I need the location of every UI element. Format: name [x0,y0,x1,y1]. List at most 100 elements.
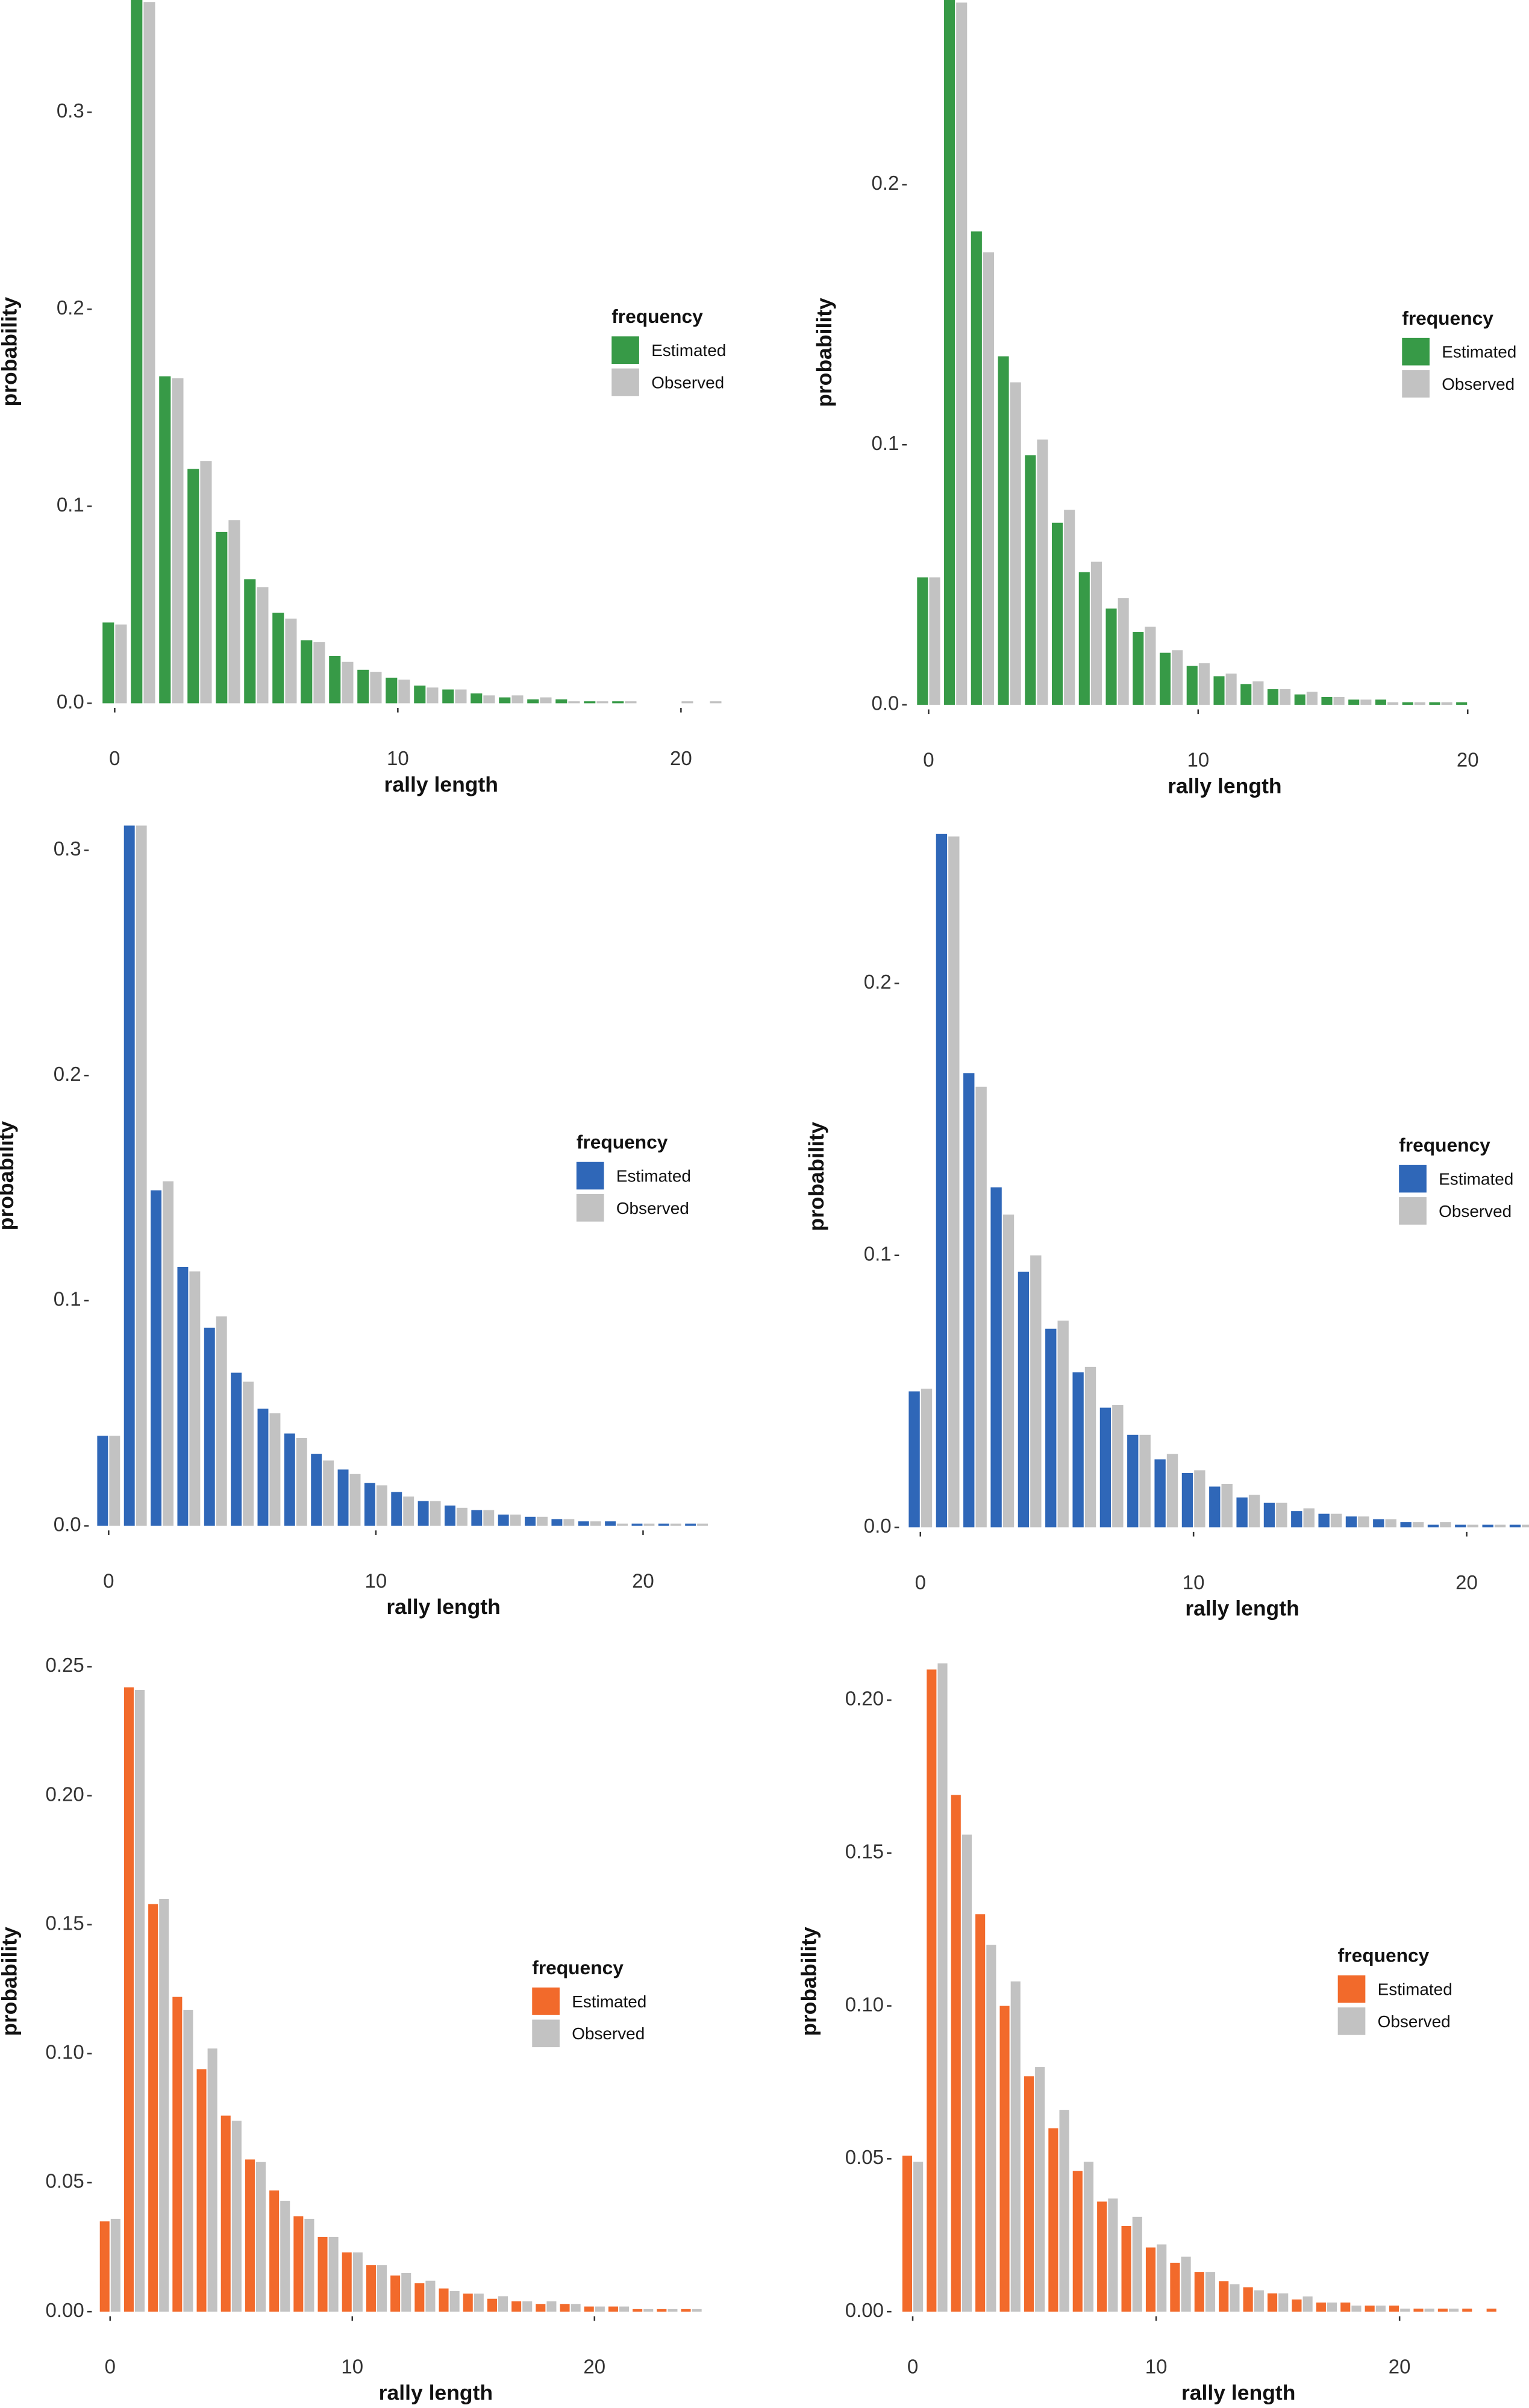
bar [1494,1524,1506,1528]
bar [474,2294,484,2312]
bar [1225,674,1237,705]
bar [102,622,114,704]
bar [417,1501,429,1526]
bar [1306,692,1318,705]
x-tick-label: 0 [907,2356,918,2378]
y-tick-label: 0.0 [54,1513,81,1535]
y-tick-label: 0.00 [45,2299,84,2321]
bar [456,1507,467,1526]
bar [483,695,495,704]
panel: 0.0 0.1 0.2 0 10 20 rally length probability fre… [812,0,1516,798]
bar [1358,1516,1369,1528]
bar [439,2288,449,2312]
y-tick-label: 0.05 [845,2146,884,2168]
bar [1267,2293,1278,2312]
bar [1248,1495,1260,1528]
bar [207,2048,217,2312]
bar [658,1523,669,1526]
y-tick-label: 0.3 [57,99,84,122]
x-tick-label: 10 [1183,1571,1205,1593]
bar [963,1073,975,1528]
bar [1078,572,1090,705]
bar [1427,1524,1439,1528]
legend-label: Estimated [1442,343,1516,361]
y-tick-label: 0.00 [845,2299,884,2321]
bar [1181,1472,1193,1528]
bar [1230,2284,1240,2312]
bar [1413,2309,1424,2312]
x-tick-label: 20 [583,2356,605,2378]
bar [284,1433,295,1526]
bar [1440,1522,1451,1528]
bar [1345,1516,1357,1528]
y-tick-label: 0.1 [54,1288,81,1310]
bar [1402,702,1413,705]
y-tick-label: 0.25 [45,1654,84,1676]
bar [99,2221,110,2312]
legend-label: Observed [1378,2012,1451,2031]
legend-label: Observed [572,2024,645,2043]
bar [685,1523,696,1526]
bar [608,2306,618,2312]
bar [1030,1255,1042,1528]
bar [578,1521,589,1526]
bar [584,701,596,704]
x-axis-label: rally length [1181,2381,1295,2405]
legend-key [1402,370,1430,398]
bar [975,1914,986,2312]
bar [1375,2305,1386,2312]
legend-label: Estimated [1378,1980,1452,1999]
bar [540,697,552,704]
bar [944,0,955,705]
bar [633,2309,643,2312]
legend-title: frequency [1338,1945,1430,1966]
bar [311,1454,322,1526]
legend-label: Estimated [1439,1170,1513,1189]
bar [1213,676,1225,705]
bar [1018,1271,1030,1528]
bar [1243,2287,1253,2312]
bar [511,2301,522,2312]
bar [1302,2296,1313,2312]
bar [391,1492,402,1526]
bar [546,2301,557,2312]
y-tick-label: 0.3 [54,837,81,860]
bar [975,1086,987,1528]
bar [1127,1434,1139,1528]
bar [525,1516,536,1526]
bar [304,2218,314,2312]
legend-key [532,1987,560,2015]
bar [449,2291,460,2312]
bar [595,2306,605,2312]
bar [568,701,580,704]
bar [536,2304,546,2312]
bar [1072,1372,1084,1528]
bar [511,695,524,704]
bar [951,1795,961,2312]
bar [1448,2309,1459,2312]
bar [148,1904,158,2312]
bar [657,2309,667,2312]
bar [471,1510,483,1526]
legend-key [576,1162,604,1190]
legend-label: Observed [651,373,724,392]
x-axis-label: rally length [386,1595,500,1619]
bar [1441,702,1452,705]
bar [257,587,269,704]
bar [1057,1321,1069,1528]
bar [1157,2244,1167,2312]
bar [151,1190,162,1526]
bar [216,531,228,704]
bar [1181,2256,1191,2312]
bar [643,1523,655,1526]
bar [584,2306,594,2312]
bar [1252,681,1264,705]
bar [471,693,483,704]
x-tick-label: 0 [109,747,120,769]
x-tick-label: 0 [105,2356,116,2378]
bar [1072,2171,1083,2312]
legend-key [1399,1165,1427,1193]
y-tick-label: 0.1 [871,432,899,454]
panel: 0.0 0.1 0.2 0.3 0 10 20 rally length probability… [0,825,708,1619]
bar [1292,2299,1302,2312]
